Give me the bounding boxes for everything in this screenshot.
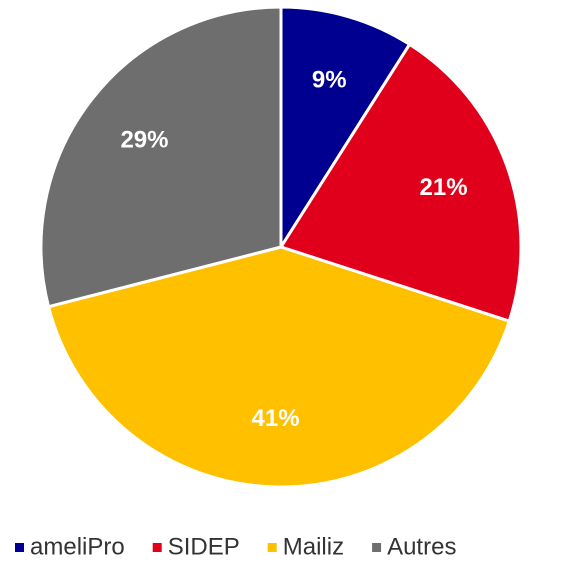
pie-slice bbox=[46, 245, 512, 489]
pie-slice bbox=[279, 5, 412, 253]
pie-slice bbox=[278, 42, 523, 324]
legend-swatch bbox=[372, 543, 382, 552]
data-label: 29% bbox=[120, 126, 168, 153]
data-label: 41% bbox=[252, 405, 300, 432]
data-label: 21% bbox=[420, 174, 468, 201]
legend-swatch bbox=[15, 543, 24, 552]
data-label: 9% bbox=[312, 66, 347, 93]
pie-slice bbox=[39, 5, 283, 309]
legend-label: Autres bbox=[387, 533, 456, 560]
legend-label: ameliPro bbox=[30, 533, 125, 560]
legend-swatch bbox=[152, 543, 162, 552]
legend-label: SIDEP bbox=[168, 533, 240, 560]
legend-swatch bbox=[267, 543, 277, 552]
legend-label: Mailiz bbox=[283, 533, 344, 560]
